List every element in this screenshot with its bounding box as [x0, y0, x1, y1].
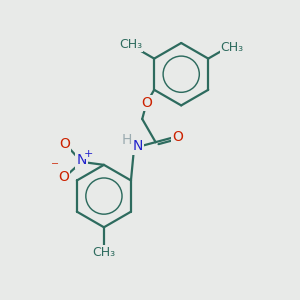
Text: O: O — [59, 137, 70, 151]
Text: +: + — [83, 148, 93, 159]
Text: H: H — [122, 133, 132, 147]
Text: O: O — [172, 130, 183, 144]
Text: ⁻: ⁻ — [52, 159, 59, 174]
Text: N: N — [76, 153, 87, 167]
Text: N: N — [132, 140, 143, 153]
Text: O: O — [58, 170, 69, 184]
Text: CH₃: CH₃ — [92, 246, 116, 259]
Text: CH₃: CH₃ — [119, 38, 142, 51]
Text: CH₃: CH₃ — [221, 40, 244, 53]
Text: O: O — [141, 96, 152, 110]
